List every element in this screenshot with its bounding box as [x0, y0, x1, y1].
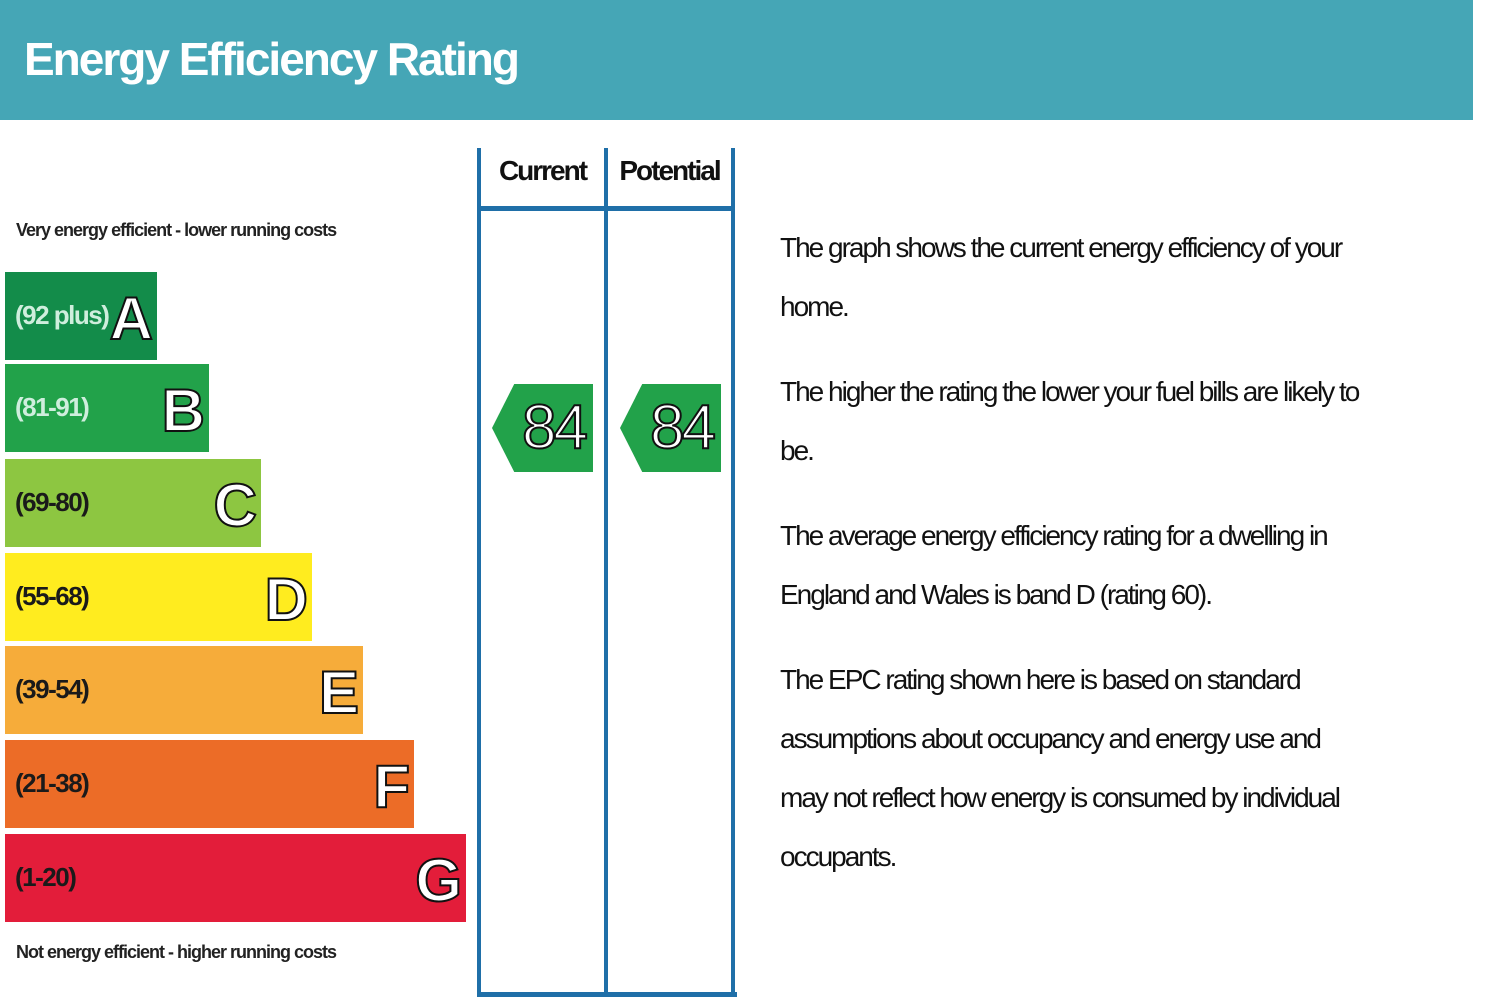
column-divider	[731, 148, 735, 996]
band-range: (1-20)	[15, 862, 77, 892]
rating-arrow-potential: 84	[620, 384, 721, 472]
band-letter: G	[414, 846, 463, 915]
band-letter: E	[318, 658, 360, 727]
chart-title: Energy Efficiency Rating	[24, 33, 520, 85]
column-bottom-line	[477, 992, 737, 997]
band-letter: B	[161, 376, 206, 445]
description-line: be.	[780, 435, 815, 466]
description-text: The graph shows the current energy effic…	[780, 218, 1480, 912]
bottom-caption: Not energy efficient - higher running co…	[16, 942, 337, 962]
band-range: (21-38)	[15, 768, 90, 798]
rating-value: 84	[649, 392, 717, 463]
description-line: The higher the rating the lower your fue…	[780, 376, 1360, 407]
band-e: (39-54) E	[5, 646, 363, 734]
band-f: (21-38) F	[5, 740, 414, 828]
band-range: (55-68)	[15, 581, 90, 611]
band-range: (92 plus)	[15, 300, 110, 330]
band-range: (39-54)	[15, 674, 90, 704]
description-paragraph: The higher the rating the lower your fue…	[780, 362, 1480, 480]
band-letter: C	[213, 471, 258, 540]
description-paragraph: The graph shows the current energy effic…	[780, 218, 1480, 336]
band-b: (81-91) B	[5, 364, 209, 452]
column-divider	[477, 148, 481, 996]
column-header-potential: Potential	[619, 155, 721, 186]
description-line: The average energy efficiency rating for…	[780, 520, 1329, 551]
top-caption: Very energy efficient - lower running co…	[16, 220, 337, 240]
band-range: (81-91)	[15, 392, 90, 422]
column-divider	[604, 148, 608, 996]
description-line: The graph shows the current energy effic…	[780, 232, 1343, 263]
description-line: assumptions about occupancy and energy u…	[780, 723, 1322, 754]
band-a: (92 plus) A	[5, 272, 157, 360]
band-range: (69-80)	[15, 487, 90, 517]
description-paragraph: The average energy efficiency rating for…	[780, 506, 1480, 624]
band-c: (69-80) C	[5, 459, 261, 547]
rating-arrow-current: 84	[492, 384, 593, 472]
description-line: home.	[780, 291, 850, 322]
band-g: (1-20) G	[5, 834, 466, 922]
description-line: may not reflect how energy is consumed b…	[780, 782, 1341, 813]
band-d: (55-68) D	[5, 553, 312, 641]
band-letter: F	[372, 752, 411, 821]
description-line: occupants.	[780, 841, 897, 872]
description-line: The EPC rating shown here is based on st…	[780, 664, 1302, 695]
band-letter: D	[264, 565, 309, 634]
band-letter: A	[109, 284, 154, 353]
rating-value: 84	[521, 392, 589, 463]
description-line: England and Wales is band D (rating 60).	[780, 579, 1213, 610]
description-paragraph: The EPC rating shown here is based on st…	[780, 650, 1480, 886]
header-bar: Energy Efficiency Rating	[0, 0, 1473, 120]
column-header-line	[477, 206, 735, 211]
column-header-current: Current	[498, 155, 588, 186]
